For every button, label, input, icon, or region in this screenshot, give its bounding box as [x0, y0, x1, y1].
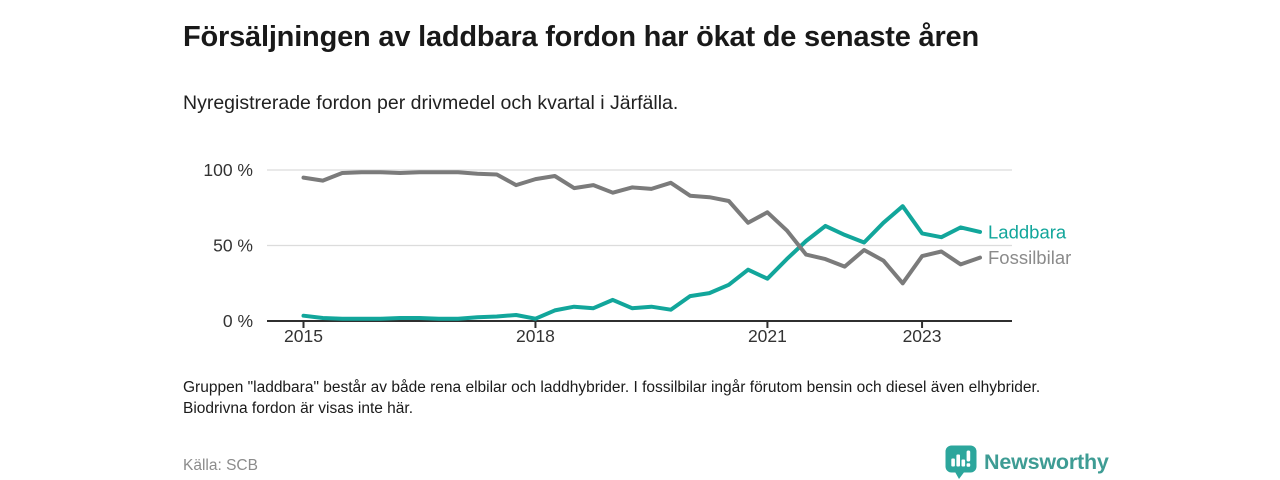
series-label-laddbara: Laddbara [988, 221, 1067, 242]
y-axis-label: 0 % [223, 311, 253, 331]
x-axis-label: 2023 [903, 326, 942, 346]
chart-subtitle: Nyregistrerade fordon per drivmedel och … [183, 92, 679, 114]
chart-footnote: Gruppen "laddbara" består av både rena e… [183, 379, 1041, 417]
y-axis-label: 100 % [203, 160, 253, 180]
page-title: Försäljningen av laddbara fordon har öka… [183, 21, 979, 54]
x-axis-label: 2018 [516, 326, 555, 346]
x-axis-label: 2021 [748, 326, 787, 346]
brand-logo: Newsworthy [945, 444, 1109, 480]
series-line-laddbara [301, 204, 982, 321]
brand-name: Newsworthy [984, 449, 1109, 474]
source-note: Källa: SCB [183, 457, 258, 474]
series-line-fossilbilar [301, 170, 982, 286]
line-chart: 0 % 50 % 100 % 2015 2018 2021 2023 Laddbara Foss… [203, 160, 1071, 346]
y-axis-label: 50 % [213, 236, 253, 256]
bar-chart-pin-icon [945, 445, 977, 479]
x-axis-label: 2015 [284, 326, 323, 346]
series-label-fossilbilar: Fossilbilar [988, 247, 1071, 268]
